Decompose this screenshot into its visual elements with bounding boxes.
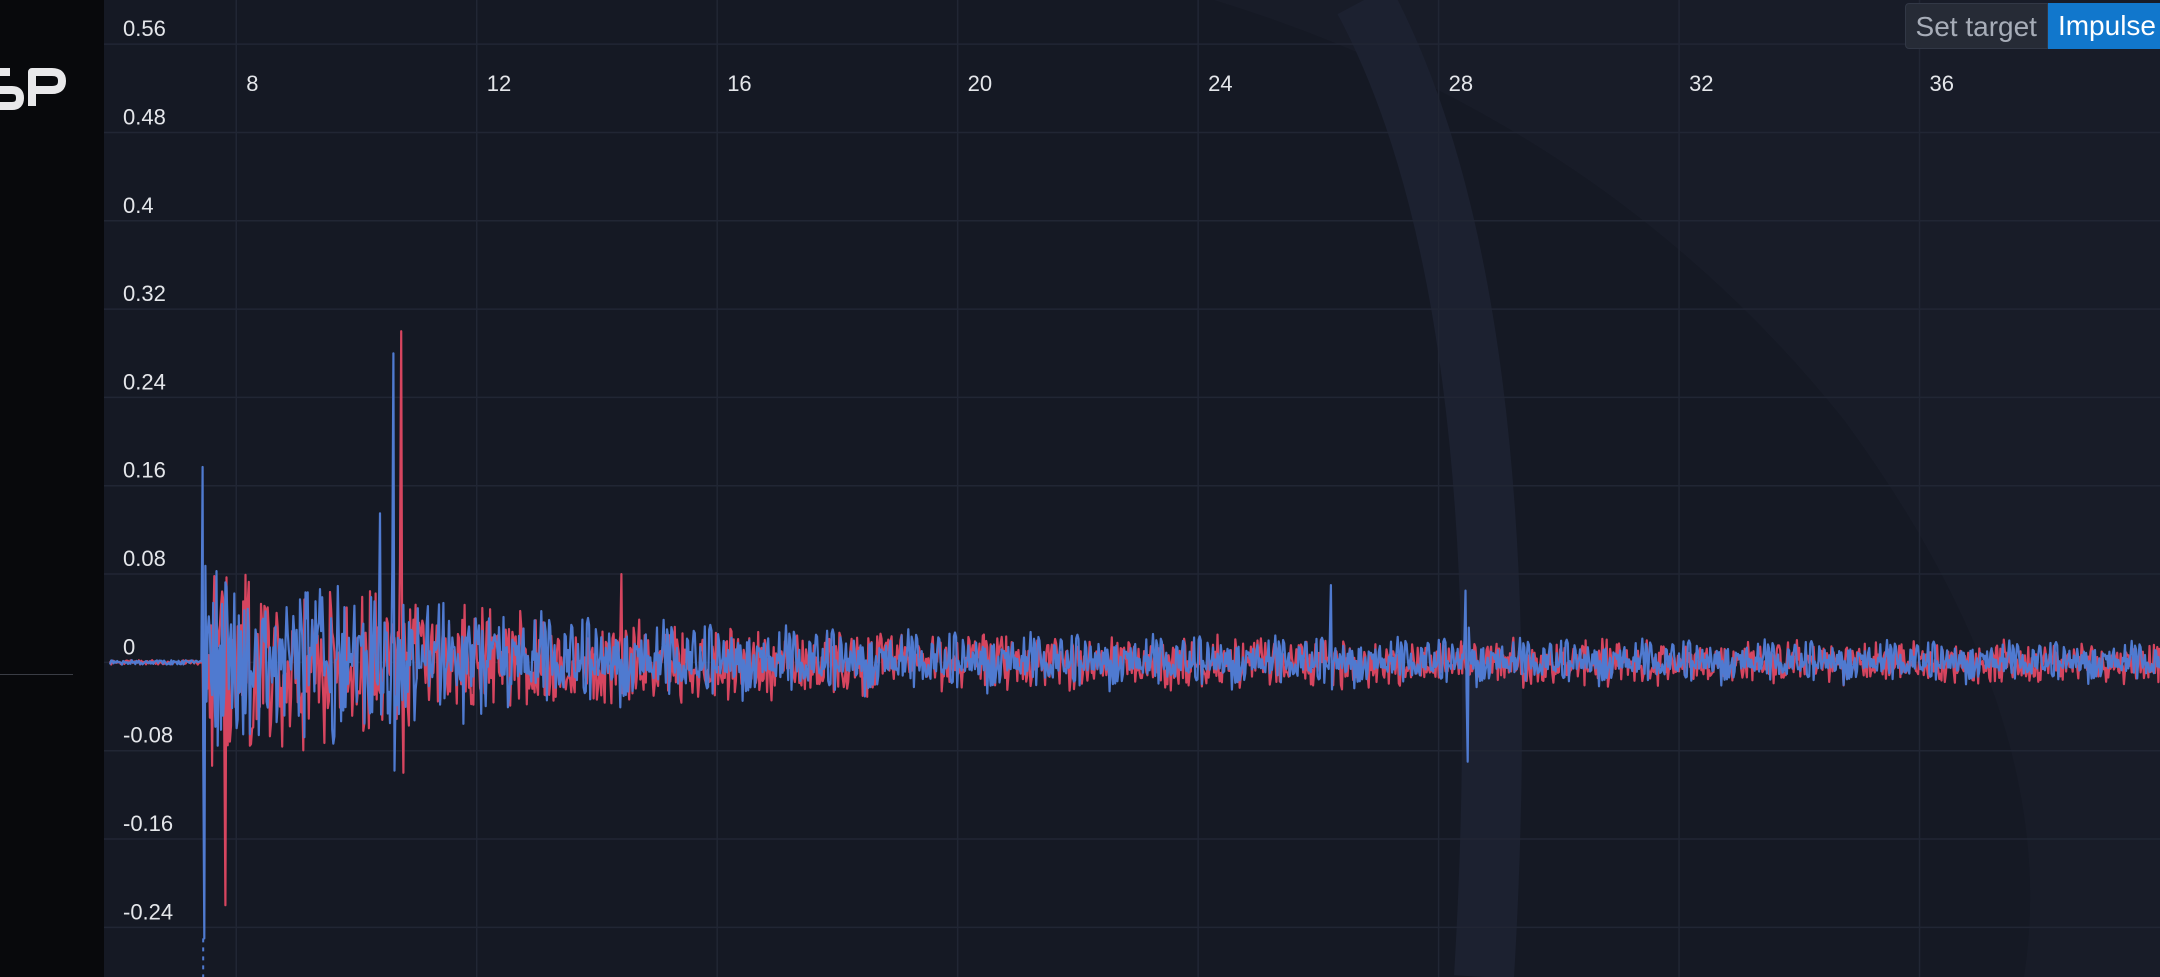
impulse-plot[interactable]: 8 12 16 20 24 28 32 36 0.56 0.48 0.4 0.32 0.24 0.16 0…: [104, 0, 2160, 977]
x-tick-label: 20: [968, 71, 992, 96]
x-tick-label: 24: [1208, 71, 1232, 96]
y-tick-label: 0: [123, 634, 135, 659]
x-tick-label: 32: [1689, 71, 1713, 96]
x-tick-label: 8: [246, 71, 258, 96]
background-watermark: [1214, 0, 2160, 977]
x-tick-label: 16: [727, 71, 751, 96]
y-tick-label: -0.08: [123, 723, 173, 748]
view-toolbar: Set target Impulse: [1904, 3, 2160, 49]
y-tick-label: -0.24: [123, 899, 173, 924]
y-tick-label: 0.4: [123, 193, 154, 218]
y-tick-label: 0.48: [123, 104, 166, 129]
x-tick-label: 12: [487, 71, 511, 96]
y-axis: 0.56 0.48 0.4 0.32 0.24 0.16 0.08 0 -0.08 -0.16 -0…: [123, 16, 173, 924]
x-axis: 8 12 16 20 24 28 32 36: [246, 71, 1954, 96]
brand-logo-icon: [0, 68, 66, 110]
series-blue-line: [108, 352, 2160, 940]
y-tick-label: -0.16: [123, 811, 173, 836]
y-tick-label: 0.32: [123, 281, 166, 306]
y-tick-label: 0.24: [123, 369, 166, 394]
sidebar: [0, 0, 104, 977]
y-tick-label: 0.08: [123, 546, 166, 571]
series-layer: [108, 330, 2160, 977]
plot-canvas[interactable]: 8 12 16 20 24 28 32 36 0.560.480.40.320.240.160…: [104, 0, 2160, 977]
sidebar-divider: [0, 674, 73, 675]
x-tick-label: 28: [1449, 71, 1473, 96]
y-tick-label: 0.56: [123, 16, 166, 41]
grid: [104, 0, 2160, 977]
set-target-button[interactable]: Set target: [1904, 3, 2048, 49]
impulse-button[interactable]: Impulse: [2047, 3, 2160, 49]
y-tick-label: 0.16: [123, 458, 166, 483]
x-tick-label: 36: [1930, 71, 1954, 96]
